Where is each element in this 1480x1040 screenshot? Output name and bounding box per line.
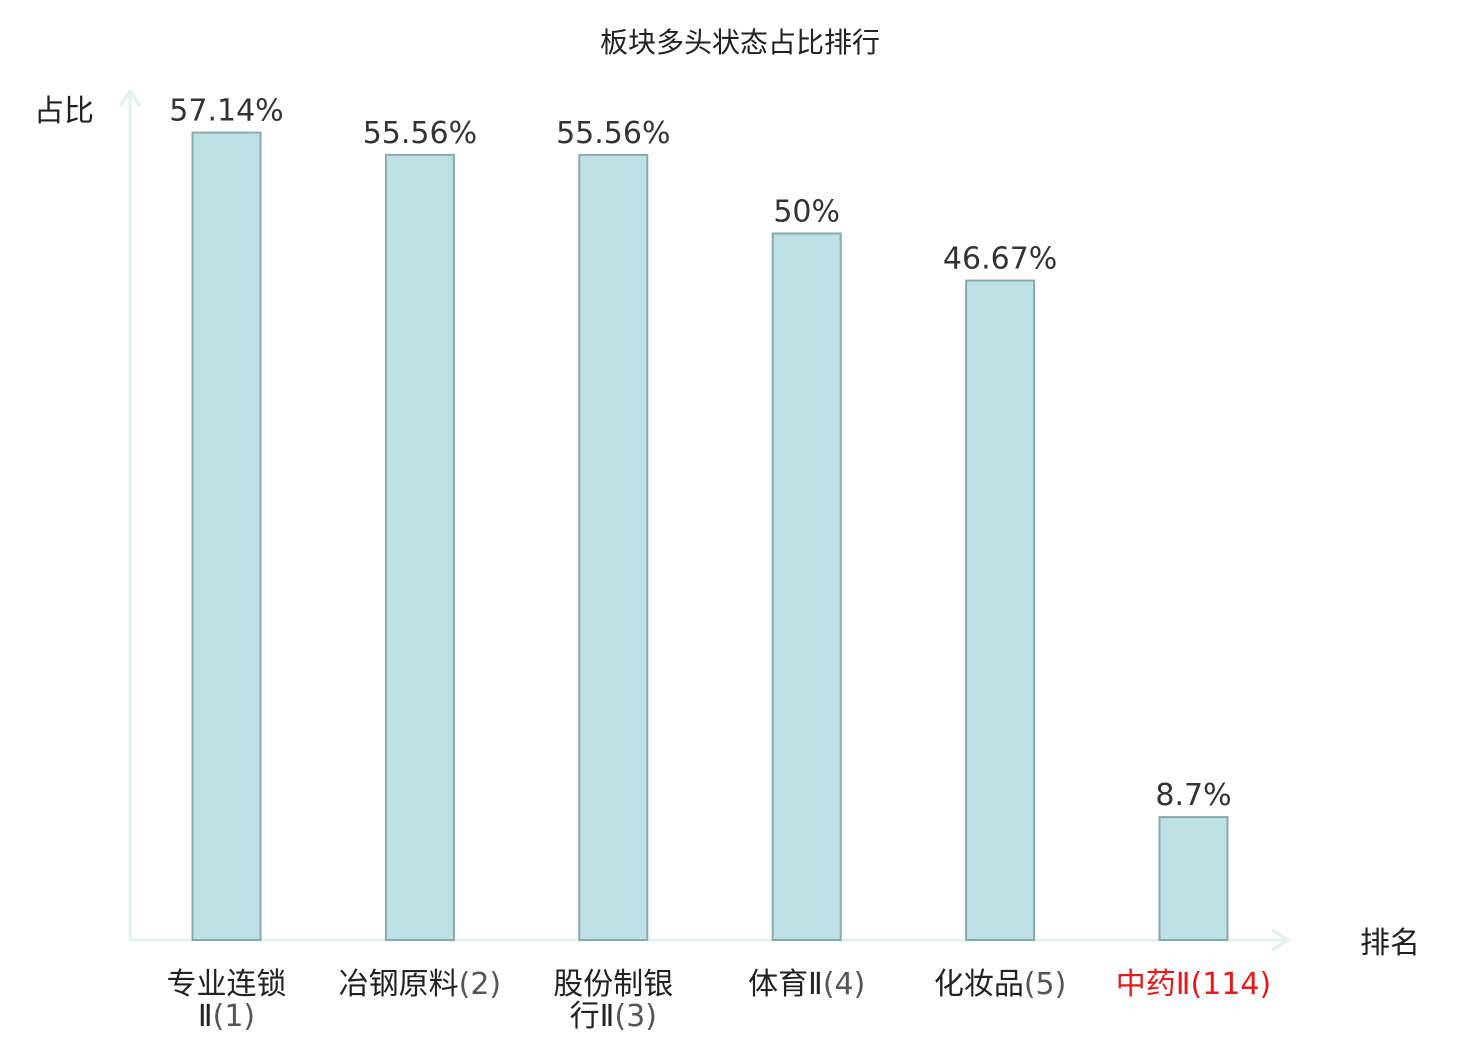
category-rank: (4)	[823, 967, 866, 1002]
bar-3	[578, 153, 649, 941]
bar-6	[1158, 816, 1229, 941]
value-label-4: 50%	[773, 195, 840, 230]
x-axis-label: 排名	[1360, 926, 1420, 961]
category-label-3: 股份制银行Ⅱ(3)	[553, 967, 673, 1034]
category-rank: (1)	[213, 999, 256, 1034]
category-name: 专业连锁	[167, 967, 287, 1002]
category-label-4: 体育Ⅱ(4)	[748, 967, 865, 1002]
category-name: 中药Ⅱ	[1116, 967, 1191, 1002]
bar-2	[384, 153, 455, 941]
value-label-2: 55.56%	[363, 116, 477, 151]
category-name: 股份制银	[553, 967, 673, 1002]
value-labels: 57.14% 55.56% 55.56% 50% 46.67% 8.7%	[169, 94, 1231, 813]
category-label-5: 化妆品(5)	[934, 967, 1067, 1002]
category-name: 冶钢原料	[339, 967, 459, 1002]
chart-title: 板块多头状态占比排行	[600, 26, 880, 59]
category-label-1: 专业连锁 Ⅱ(1)	[167, 967, 287, 1034]
category-label-2: 冶钢原料(2)	[339, 967, 502, 1002]
bars	[191, 131, 1229, 942]
category-rank: (5)	[1024, 967, 1067, 1002]
value-label-1: 57.14%	[169, 94, 283, 129]
y-axis-arrow	[118, 88, 142, 107]
bar-5	[965, 279, 1036, 942]
x-axis-arrow	[1271, 928, 1291, 952]
axes	[118, 88, 1291, 952]
category-labels: 专业连锁 Ⅱ(1)冶钢原料(2) 股份制银行Ⅱ(3)体育Ⅱ(4) 化妆品(5) 中药Ⅱ(…	[167, 967, 1272, 1034]
category-name: Ⅱ	[198, 999, 213, 1034]
value-label-5: 46.67%	[943, 242, 1057, 277]
category-rank: (3)	[614, 999, 657, 1034]
category-label-6: 中药Ⅱ(114)	[1116, 967, 1271, 1002]
y-axis-label: 占比	[34, 94, 94, 129]
category-rank: (2)	[459, 967, 502, 1002]
bar-1	[191, 131, 262, 942]
category-name: 体育Ⅱ	[748, 967, 823, 1002]
category-rank: (114)	[1191, 967, 1272, 1002]
category-name: 化妆品	[934, 967, 1024, 1002]
category-name: 行Ⅱ	[570, 999, 615, 1034]
bar-4	[771, 232, 842, 941]
value-label-6: 8.7%	[1155, 778, 1231, 813]
value-label-3: 55.56%	[556, 116, 670, 151]
